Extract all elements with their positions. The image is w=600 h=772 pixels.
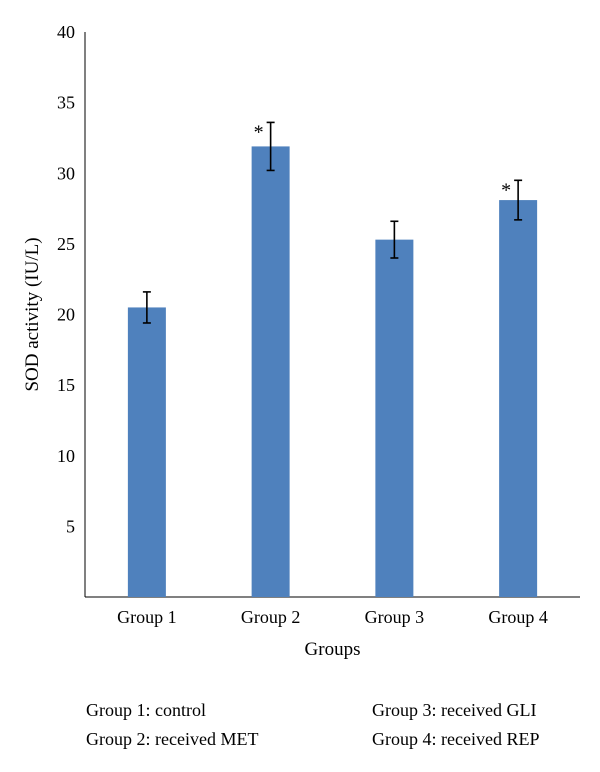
y-tick-label: 10 (57, 446, 75, 466)
significance-marker: * (501, 179, 511, 201)
y-tick-label: 25 (57, 234, 75, 254)
bar (375, 239, 414, 597)
y-axis-title: SOD activity (IU/L) (22, 237, 43, 391)
x-tick-label: Group 2 (241, 607, 301, 627)
bars (127, 121, 538, 597)
bar (127, 307, 166, 597)
labels: 5 10 15 20 25 30 35 40 Group 1 * Group 2 Group 3 * Gr… (22, 22, 548, 660)
bar-chart: 5 10 15 20 25 30 35 40 Group 1 * Group 2 Group 3 * Gr… (22, 22, 580, 660)
legend-item-group-2: Group 2: received MET (86, 729, 259, 749)
x-axis-title: Groups (305, 639, 361, 660)
x-tick-label: Group 1 (117, 607, 177, 627)
legend-left: Group 1: control Group 2: received MET (86, 696, 258, 754)
y-tick-label: 35 (57, 93, 75, 113)
significance-marker: * (254, 121, 264, 143)
y-tick-label: 40 (57, 22, 75, 42)
legend-item-group-1: Group 1: control (86, 700, 206, 720)
bar (251, 146, 290, 597)
bar (499, 200, 538, 597)
axes (84, 32, 580, 598)
legend-right: Group 3: received GLI Group 4: received … (372, 696, 539, 754)
legend-item-group-3: Group 3: received GLI (372, 700, 537, 720)
x-tick-label: Group 3 (365, 607, 425, 627)
legend-item-group-4: Group 4: received REP (372, 729, 540, 749)
y-tick-label: 5 (66, 516, 75, 536)
y-tick-label: 30 (57, 163, 75, 183)
x-tick-label: Group 4 (488, 607, 548, 627)
y-tick-label: 20 (57, 305, 75, 325)
y-tick-label: 15 (57, 375, 75, 395)
